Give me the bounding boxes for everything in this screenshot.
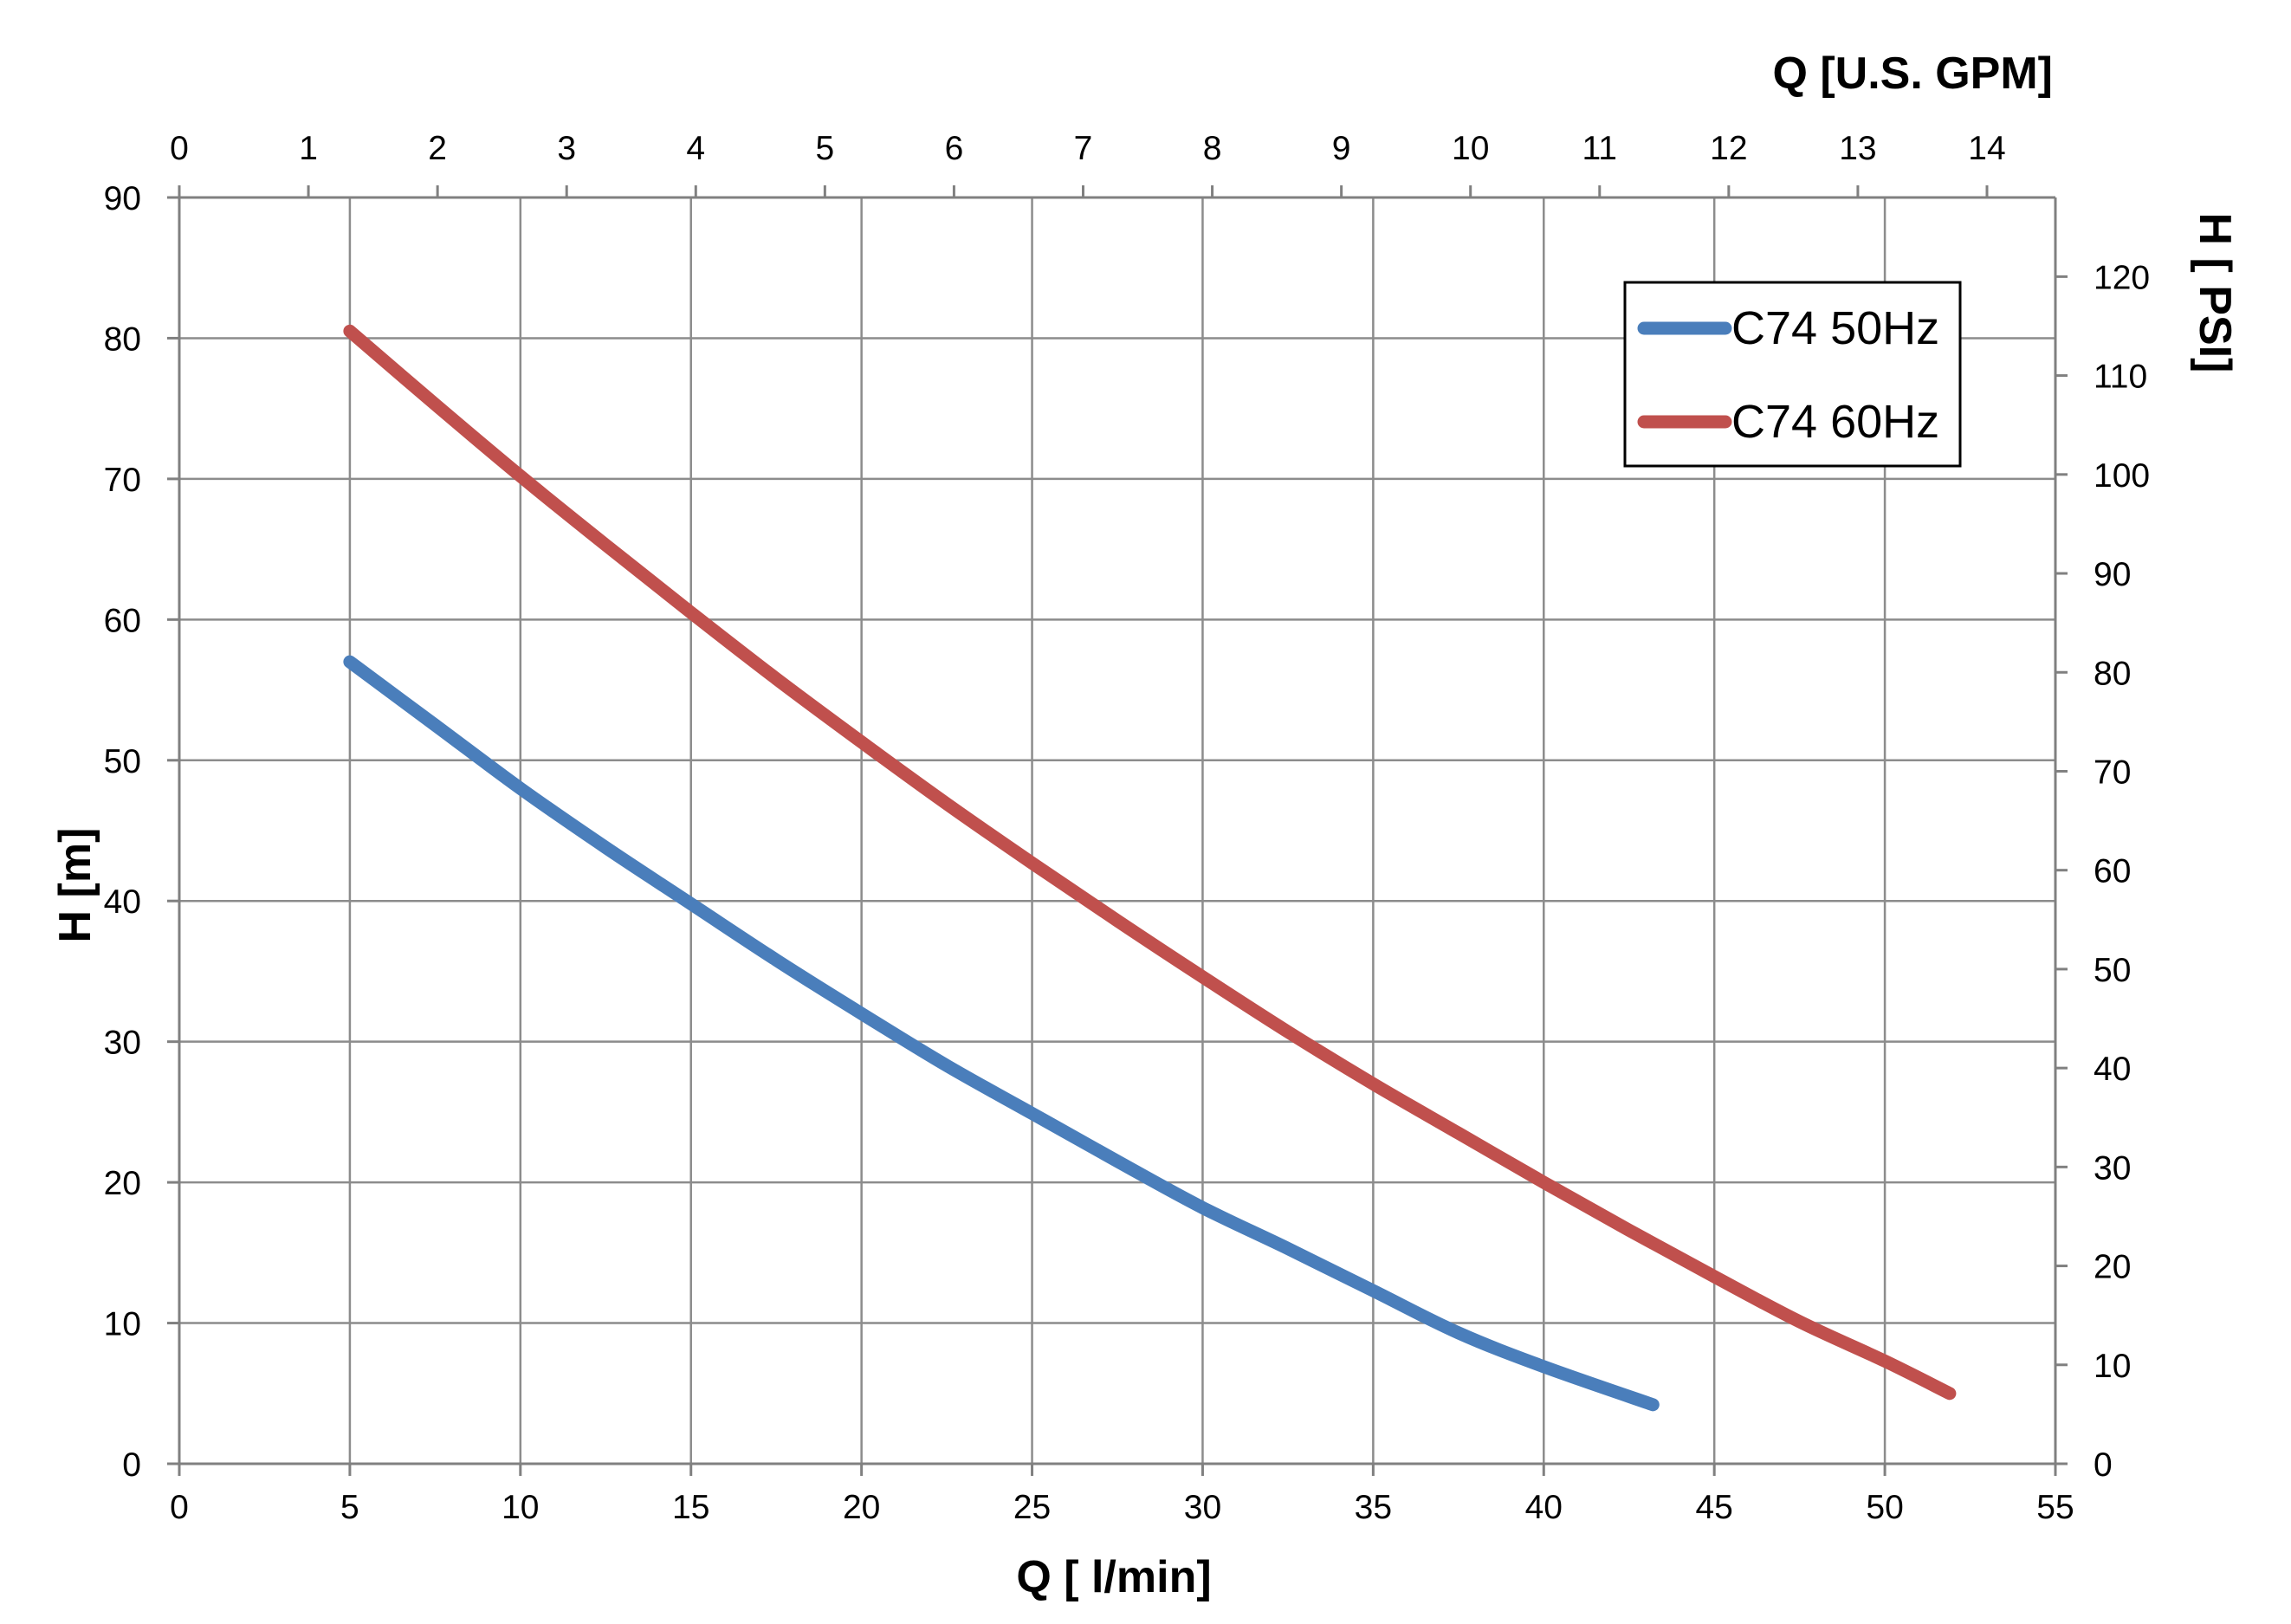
x2-tick-label-7: 7 [1074,130,1093,167]
x2-tick-label-14: 14 [1968,130,2005,167]
y-tick-label-70: 70 [104,462,141,499]
x2-tick-label-1: 1 [299,130,318,167]
x2-tick-label-11: 11 [1582,130,1618,167]
y2-tick-label-20: 20 [2094,1249,2131,1286]
x2-tick-label-6: 6 [945,130,964,167]
y-axis-title: H [m] [50,828,100,943]
y2-tick-label-50: 50 [2094,952,2131,989]
series-line-0 [343,655,1660,1412]
y2-tick-label-120: 120 [2094,259,2150,296]
y2-tick-label-0: 0 [2094,1446,2113,1484]
grid [179,197,2055,1464]
x2-tick-label-0: 0 [170,130,189,167]
x2-tick-label-2: 2 [428,130,447,167]
y-tick-label-40: 40 [104,883,141,921]
y-tick-label-10: 10 [104,1306,141,1343]
legend-box [1623,281,1962,468]
x2-tick-label-3: 3 [557,130,576,167]
y2-tick-label-100: 100 [2094,457,2150,495]
x-tick-label-55: 55 [2036,1489,2074,1526]
x2-tick-label-4: 4 [686,130,705,167]
x-tick-label-40: 40 [1525,1489,1563,1526]
y2-tick-label-10: 10 [2094,1348,2131,1385]
legend-label-c74-50hz: C74 50Hz [1731,302,1939,354]
x2-tick-label-10: 10 [1452,130,1489,167]
y-tick-label-20: 20 [104,1165,141,1202]
x2-tick-label-12: 12 [1710,130,1747,167]
ticks: 0 5 10 15 20 25 30 35 40 45 50 55010203040506070809… [104,130,2150,1526]
y2-tick-label-110: 110 [2094,359,2147,396]
x2-tick-label-9: 9 [1332,130,1351,167]
series-layer [343,324,1957,1412]
x-axis-title: Q [ l/min] [1016,1552,1211,1602]
y2-tick-label-70: 70 [2094,754,2131,791]
y-tick-label-80: 80 [104,320,141,358]
y-tick-label-30: 30 [104,1025,141,1062]
x-tick-label-15: 15 [672,1489,709,1526]
x-tick-label-30: 30 [1184,1489,1221,1526]
x2-tick-label-8: 8 [1203,130,1222,167]
x-tick-label-10: 10 [502,1489,539,1526]
x-tick-label-20: 20 [843,1489,880,1526]
y2-tick-label-60: 60 [2094,853,2131,890]
y-tick-label-60: 60 [104,602,141,639]
y2-tick-label-90: 90 [2094,556,2131,593]
y-tick-label-0: 0 [122,1446,141,1484]
legend: C74 50Hz C74 60Hz [1623,281,1962,468]
legend-label-c74-60hz: C74 60Hz [1731,396,1939,448]
y-tick-label-50: 50 [104,743,141,780]
x-tick-label-25: 25 [1013,1489,1051,1526]
y-tick-label-90: 90 [104,180,141,217]
y2-tick-label-40: 40 [2094,1051,2131,1088]
x-tick-label-35: 35 [1355,1489,1392,1526]
x2-axis-title: Q [U.S. GPM] [1772,49,2053,99]
x-tick-label-50: 50 [1866,1489,1903,1526]
y2-tick-label-80: 80 [2094,655,2131,692]
axes [178,196,2057,1465]
x2-tick-label-13: 13 [1839,130,1876,167]
x-tick-label-0: 0 [170,1489,189,1526]
x2-tick-label-5: 5 [816,130,835,167]
y2-tick-label-30: 30 [2094,1149,2131,1187]
y2-axis-title: H [ PSI] [2190,213,2240,373]
series-line-1 [343,324,1957,1401]
x-tick-label-5: 5 [340,1489,359,1526]
x-tick-label-45: 45 [1695,1489,1732,1526]
